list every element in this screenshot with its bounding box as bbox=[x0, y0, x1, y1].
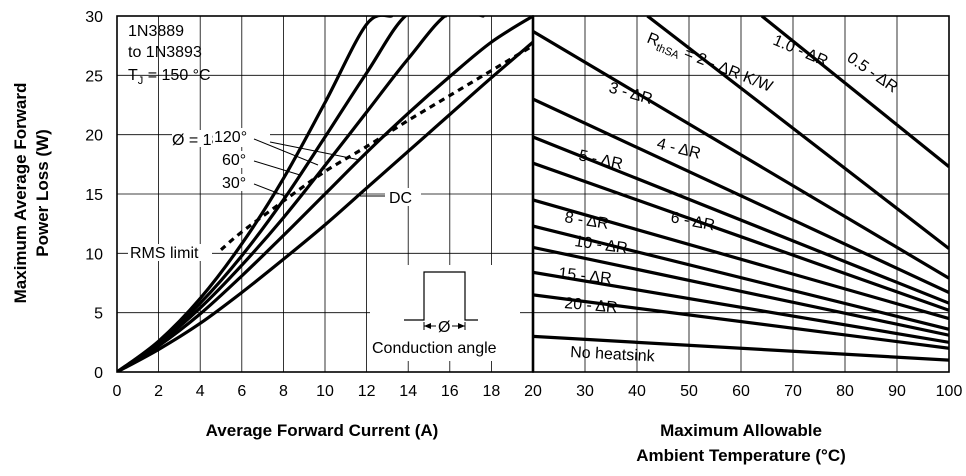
heatsink-line-7 bbox=[533, 224, 949, 331]
label-leaders bbox=[253, 138, 361, 197]
x-tick-label-right: 70 bbox=[784, 383, 802, 400]
curve-series-3 bbox=[117, 16, 533, 372]
curve-series-2 bbox=[117, 16, 485, 372]
label-6: 6 - ΔR bbox=[669, 209, 716, 234]
x-axis-title-right-1: Maximum Allowable bbox=[660, 421, 822, 440]
x-tick-label-left: 6 bbox=[237, 383, 246, 400]
x-tick-label-left: 10 bbox=[316, 383, 334, 400]
curve-series-4 bbox=[117, 40, 533, 372]
rms-limit-label: RMS limit bbox=[130, 245, 199, 262]
heatsink-line-3 bbox=[533, 97, 949, 294]
x-axis-title-right-2: Ambient Temperature (°C) bbox=[636, 446, 846, 465]
label-30: 30° bbox=[222, 175, 246, 192]
y-tick-label: 20 bbox=[85, 128, 103, 145]
phi-symbol: Ø bbox=[438, 319, 450, 336]
axis-titles: Maximum Average Forward Power Loss (W) A… bbox=[11, 83, 846, 465]
conduction-angle-label: Conduction angle bbox=[372, 340, 497, 357]
label-15: 15 - ΔR bbox=[558, 265, 613, 287]
tj-suffix: = 150 °C bbox=[143, 67, 210, 84]
rth-label: RthSA = 2 - ΔR K/W bbox=[643, 30, 775, 99]
device-label-2: to 1N3893 bbox=[128, 44, 202, 61]
x-tick-label-left: 0 bbox=[113, 383, 122, 400]
heatsink-line-5 bbox=[533, 161, 949, 312]
heatsink-line-10 bbox=[533, 293, 949, 350]
label-20: 20 - ΔR bbox=[564, 295, 619, 317]
label-bg-dc bbox=[385, 188, 421, 206]
tick-labels: 0 5 10 15 20 25 30 0 2 4 6 8 10 12 14 16 18 20 30 40 50 60 70 8… bbox=[85, 9, 962, 400]
y-tick-label: 25 bbox=[85, 68, 103, 85]
y-tick-label: 10 bbox=[85, 246, 103, 263]
x-tick-label-left: 12 bbox=[358, 383, 376, 400]
pulse-waveform-icon bbox=[404, 271, 478, 321]
x-axis-title-left: Average Forward Current (A) bbox=[206, 421, 439, 440]
x-tick-label-right: 40 bbox=[628, 383, 646, 400]
x-tick-label-right: 100 bbox=[936, 383, 963, 400]
x-tick-label-left: 18 bbox=[483, 383, 501, 400]
x-tick-label-right: 90 bbox=[888, 383, 906, 400]
label-60: 60° bbox=[222, 152, 246, 169]
heatsink-line-1 bbox=[646, 16, 949, 250]
label-8: 8 - ΔR bbox=[563, 209, 610, 233]
conduction-angle-diagram: Ø Conduction angle bbox=[370, 265, 520, 361]
y-tick-label: 30 bbox=[85, 9, 103, 26]
x-tick-label-right: 60 bbox=[732, 383, 750, 400]
heatsink-line-8 bbox=[533, 245, 949, 337]
rms-limit-curve bbox=[219, 44, 533, 251]
device-label-1: 1N3889 bbox=[128, 23, 184, 40]
x-tick-label-right: 80 bbox=[836, 383, 854, 400]
rth-sub: thSA bbox=[654, 42, 681, 62]
heatsink-line-4 bbox=[533, 135, 949, 305]
heatsink-line-2 bbox=[533, 30, 949, 280]
label-no-heatsink: No heatsink bbox=[570, 344, 656, 365]
label-dc: DC bbox=[389, 190, 412, 207]
x-tick-label-left: 8 bbox=[279, 383, 288, 400]
label-bg-60 bbox=[222, 151, 252, 168]
heatsink-line-0 bbox=[760, 16, 949, 168]
rms-label-bg bbox=[128, 244, 212, 261]
label-bg-30 bbox=[222, 174, 252, 191]
y-axis-title-2: Power Loss (W) bbox=[33, 129, 52, 257]
x-tick-label-right: 50 bbox=[680, 383, 698, 400]
y-axis-title-1: Maximum Average Forward bbox=[11, 83, 30, 304]
y-tick-label: 5 bbox=[94, 306, 103, 323]
rth-suffix: = 2 - ΔR K/W bbox=[677, 43, 775, 96]
tj-label: TJ = 150 °C bbox=[128, 67, 211, 87]
x-tick-label-left: 14 bbox=[399, 383, 417, 400]
label-1-0: 1.0 - ΔR bbox=[770, 32, 830, 70]
heatsink-line-11 bbox=[533, 334, 949, 362]
label-5: 5 - ΔR bbox=[577, 147, 624, 173]
heatsink-line-9 bbox=[533, 270, 949, 344]
tj-prefix: T bbox=[128, 67, 138, 84]
right-curves bbox=[533, 16, 949, 362]
tj-sub: J bbox=[138, 75, 144, 87]
y-tick-label: 15 bbox=[85, 187, 103, 204]
label-bg-120 bbox=[213, 128, 253, 145]
x-tick-label-left: 16 bbox=[441, 383, 459, 400]
phi-bg bbox=[436, 318, 452, 334]
heatsink-line-6 bbox=[533, 198, 949, 321]
x-tick-label-right: 30 bbox=[576, 383, 594, 400]
label-3: 3 - ΔR bbox=[607, 80, 654, 109]
y-tick-label: 0 bbox=[94, 365, 103, 382]
label-120: 120° bbox=[214, 129, 247, 146]
x-tick-label-left: 2 bbox=[154, 383, 163, 400]
x-tick-label-left: 4 bbox=[196, 383, 205, 400]
left-curves bbox=[117, 16, 533, 372]
x-tick-label-left: 20 bbox=[524, 383, 542, 400]
label-10: 10 - ΔR bbox=[573, 233, 628, 257]
conduction-bg bbox=[370, 265, 520, 361]
plot-frames bbox=[116, 15, 950, 373]
